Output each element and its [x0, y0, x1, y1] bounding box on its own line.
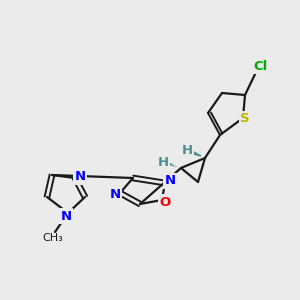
Text: N: N — [110, 188, 121, 202]
Text: N: N — [60, 209, 72, 223]
Polygon shape — [190, 151, 201, 156]
Text: O: O — [159, 196, 171, 208]
Text: H: H — [182, 143, 193, 157]
Text: CH₃: CH₃ — [43, 233, 63, 243]
Text: S: S — [240, 112, 250, 125]
Text: Cl: Cl — [253, 59, 267, 73]
Text: H: H — [158, 157, 169, 169]
Text: N: N — [74, 170, 86, 184]
Text: N: N — [164, 175, 175, 188]
